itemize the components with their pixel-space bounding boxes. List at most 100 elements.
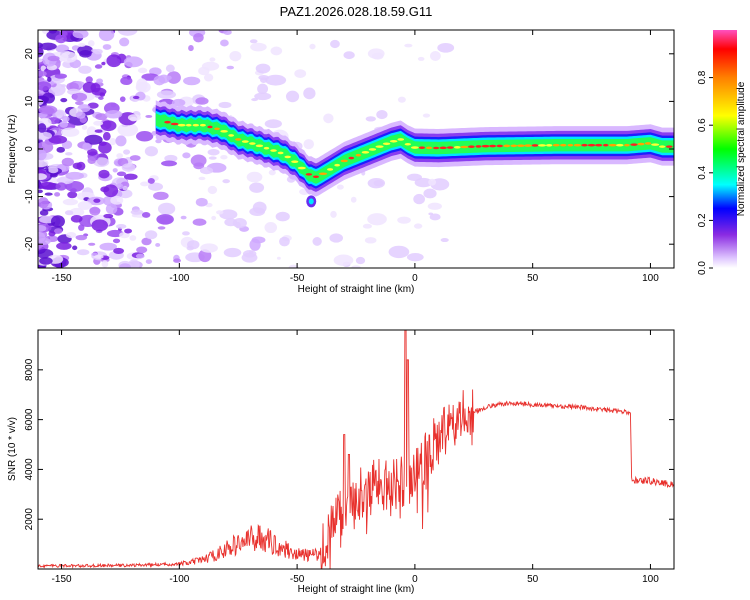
ridge-hotspot	[389, 139, 398, 143]
noise-blob	[38, 131, 53, 140]
noise-blob	[62, 198, 78, 206]
ridge-hotspot	[453, 145, 461, 149]
spectrogram-ridge	[155, 100, 674, 208]
noise-blob	[60, 98, 68, 103]
noise-blob	[203, 73, 214, 82]
ridge-hotspot	[616, 143, 624, 147]
noise-blob	[404, 43, 413, 48]
ridge-hotspot	[446, 146, 454, 149]
x-tick-label: 100	[642, 273, 659, 284]
noise-blob	[38, 232, 46, 243]
ridge-hotspot	[552, 143, 560, 147]
ridge-hotspot	[220, 130, 228, 133]
noise-blob	[41, 92, 55, 104]
ridge-hotspot	[348, 156, 355, 160]
noise-blob	[216, 210, 224, 215]
noise-blob	[182, 231, 190, 236]
noise-blob	[78, 224, 85, 231]
noise-blob	[251, 236, 266, 244]
ridge-hotspot	[659, 145, 666, 148]
ridge-hotspot	[192, 123, 199, 127]
noise-blob	[198, 176, 206, 181]
ridge-hotspot	[382, 142, 391, 146]
x-tick-label: 100	[642, 574, 659, 585]
noise-blob	[355, 256, 366, 265]
ridge-hotspot	[538, 144, 547, 147]
noise-blob	[38, 98, 44, 106]
y-tick-label: 20	[24, 48, 35, 60]
y-tick-label: 0	[24, 146, 35, 152]
noise-blob	[145, 259, 153, 265]
noise-blob	[188, 45, 194, 52]
ridge-hotspot	[318, 172, 328, 176]
noise-blob	[137, 67, 148, 74]
noise-blob	[48, 30, 58, 34]
noise-blob	[38, 173, 47, 180]
ridge-hotspot	[439, 146, 447, 150]
noise-blob	[91, 252, 98, 256]
ridge-hotspot	[284, 155, 291, 159]
noise-blob	[54, 73, 67, 79]
noise-blob	[218, 101, 232, 109]
noise-blob	[60, 84, 67, 88]
noise-blob	[249, 250, 254, 254]
ridge-hotspot	[170, 122, 179, 126]
noise-blob	[367, 213, 387, 226]
noise-blob	[116, 183, 124, 190]
noise-blob	[268, 169, 276, 176]
noise-blob	[72, 162, 83, 170]
x-tick-label: -50	[290, 273, 305, 284]
ridge-hotspot	[177, 123, 186, 127]
noise-blob	[60, 51, 78, 63]
noise-blob	[276, 256, 281, 260]
ridge-hotspot	[460, 145, 469, 149]
ridge-hotspot	[608, 143, 617, 147]
noise-blob	[164, 154, 178, 162]
noise-blob	[376, 110, 388, 120]
noise-blob	[429, 51, 441, 62]
noise-blob	[220, 39, 229, 47]
ridge-hotspot	[404, 142, 411, 146]
noise-blob	[48, 166, 59, 174]
ridge-hotspot	[334, 163, 340, 167]
noise-blob	[329, 233, 344, 243]
ridge-hotspot	[375, 145, 384, 148]
noise-blob	[130, 209, 144, 215]
ridge-hotspot	[496, 144, 503, 148]
noise-blob	[61, 157, 74, 167]
noise-blob	[59, 121, 69, 128]
noise-blob	[127, 114, 141, 121]
ridge-hotspot	[418, 146, 426, 150]
noise-blob	[246, 171, 263, 183]
noise-blob	[367, 177, 386, 189]
noise-blob	[222, 179, 230, 184]
noise-blob	[414, 177, 433, 188]
noise-blob	[251, 98, 258, 102]
noise-blob	[207, 148, 220, 156]
spectrogram-x-ticks: -150 -100 -50 0 50 100	[52, 30, 659, 284]
noise-blob	[47, 77, 52, 83]
noise-blob	[103, 213, 114, 219]
ridge-hotspot	[524, 144, 532, 147]
noise-blob	[113, 247, 125, 254]
noise-blob	[223, 247, 242, 258]
noise-blob	[117, 123, 139, 137]
noise-blob	[350, 196, 357, 203]
noise-blob	[153, 75, 166, 86]
noise-blob	[100, 120, 117, 132]
noise-blob	[79, 50, 92, 58]
ridge-hotspot	[644, 142, 652, 145]
noise-blob	[87, 148, 98, 156]
noise-blob	[406, 173, 423, 181]
noise-blob	[61, 127, 80, 137]
noise-blob	[75, 111, 86, 119]
ridge-hotspot	[327, 168, 334, 171]
noise-blob	[48, 231, 56, 237]
ridge-hotspot	[305, 173, 313, 176]
noise-blob	[330, 210, 337, 218]
noise-blob	[141, 237, 152, 246]
noise-blob	[229, 51, 242, 62]
ridge-hotspot	[637, 142, 645, 146]
noise-blob	[84, 134, 103, 145]
x-tick-label: -150	[52, 574, 72, 585]
